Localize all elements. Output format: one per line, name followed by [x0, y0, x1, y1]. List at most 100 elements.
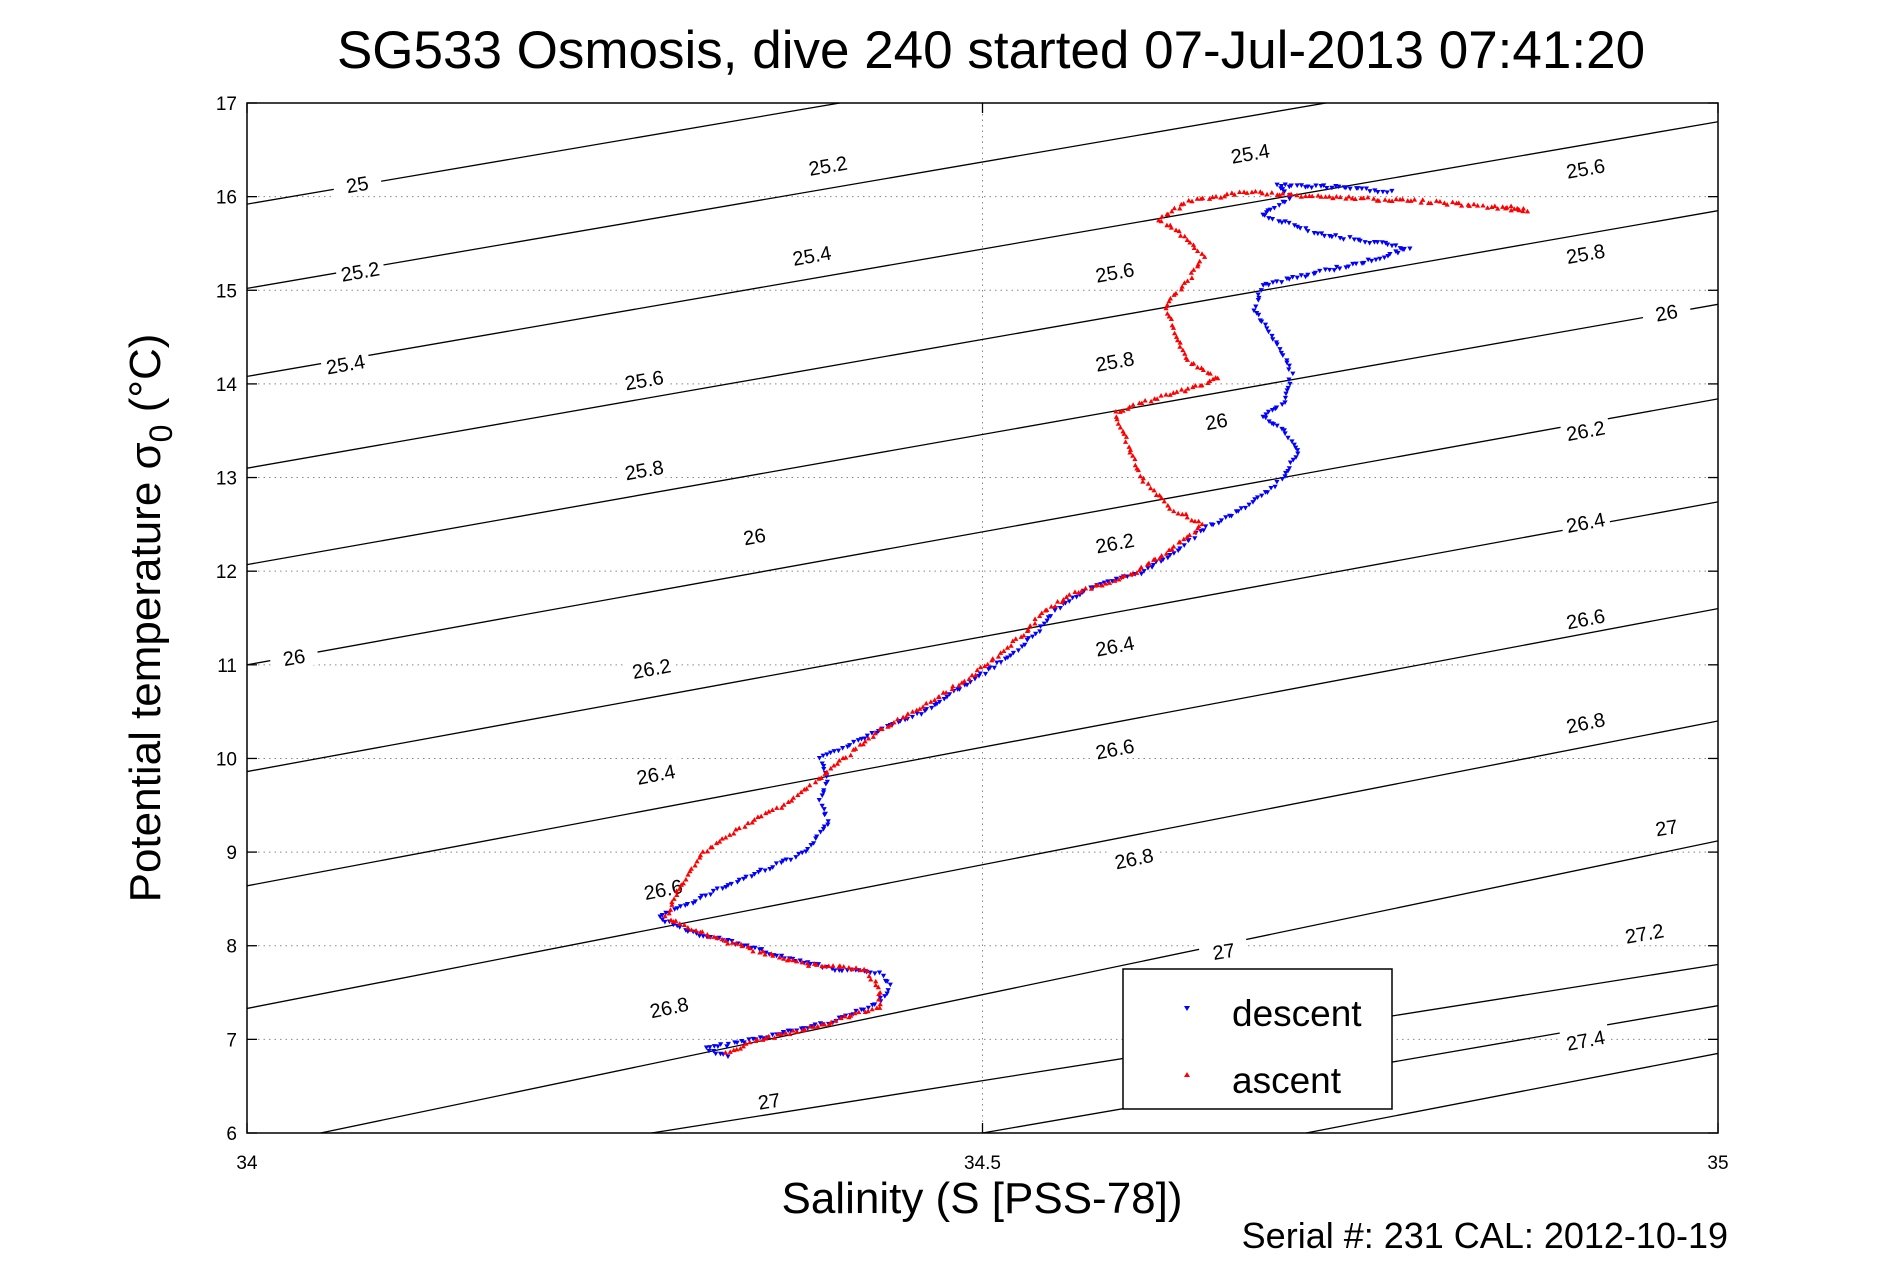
ascent-point: [1264, 191, 1270, 197]
descent-point: [1008, 653, 1014, 659]
ascent-point: [1013, 636, 1019, 641]
descent-point: [1285, 435, 1291, 441]
descent-point: [1274, 279, 1280, 284]
descent-point: [1223, 515, 1229, 520]
descent-point: [1383, 240, 1389, 246]
ascent-point: [1170, 325, 1177, 330]
descent-point: [751, 872, 758, 877]
ascent-point: [1184, 237, 1190, 242]
descent-point: [851, 739, 857, 745]
descent-point: [1181, 543, 1187, 548]
ascent-point: [1174, 389, 1180, 394]
descent-point: [944, 694, 950, 700]
descent-point: [1278, 350, 1284, 356]
ascent-point: [1037, 613, 1043, 618]
descent-point: [1317, 268, 1323, 274]
descent-point: [1282, 395, 1289, 401]
ascent-point: [1343, 195, 1349, 201]
contour-label-bg: [319, 347, 372, 380]
descent-point: [1269, 421, 1275, 426]
descent-point: [1044, 618, 1050, 624]
descent-point: [1171, 551, 1177, 556]
ascent-point: [891, 719, 897, 725]
ascent-point: [1167, 295, 1174, 301]
ascent-point: [1099, 582, 1105, 588]
ascent-point: [680, 880, 686, 886]
descent-point: [1329, 185, 1335, 191]
ascent-point: [1132, 462, 1138, 468]
y-tick-label: 16: [216, 188, 237, 209]
descent-point: [1282, 400, 1288, 406]
ascent-point: [1152, 556, 1158, 562]
descent-point: [1272, 484, 1278, 490]
descent-point: [1264, 490, 1271, 495]
ascent-point: [1456, 200, 1462, 205]
ascent-point: [1159, 214, 1165, 219]
ascent-point: [1052, 603, 1058, 609]
contour-line-25.2: [247, 103, 1330, 290]
descent-point: [1322, 267, 1329, 273]
descent-point: [1167, 553, 1173, 558]
y-axis-label-subscript: 0: [143, 425, 179, 443]
ascent-point: [1199, 251, 1205, 256]
ascent-point: [723, 834, 729, 840]
ascent-point: [1132, 456, 1138, 462]
ascent-point: [1173, 290, 1179, 296]
contour-label-bg: [785, 238, 838, 271]
descent-point: [816, 798, 822, 803]
descent-point: [1265, 409, 1272, 415]
ascent-point: [1229, 190, 1235, 195]
descent-point: [817, 829, 824, 835]
ascent-point: [1082, 585, 1089, 591]
ascent-point: [861, 966, 867, 972]
ascent-point: [704, 848, 710, 854]
ascent-point: [862, 738, 868, 744]
ascent-point: [1039, 610, 1045, 616]
ascent-point: [1151, 487, 1157, 493]
ascent-point: [798, 789, 804, 795]
ascent-point: [917, 706, 923, 711]
descent-point: [736, 877, 742, 883]
ascent-point: [688, 866, 694, 871]
descent-point: [876, 970, 883, 976]
descent-point: [783, 857, 789, 863]
descent-point: [825, 819, 831, 824]
ascent-point: [852, 1010, 858, 1016]
descent-point: [710, 1048, 717, 1054]
descent-point: [882, 994, 888, 999]
ascent-point: [1127, 447, 1134, 452]
ascent-point: [1315, 192, 1321, 198]
descent-point: [1321, 233, 1327, 239]
descent-point: [1286, 220, 1292, 226]
ascent-point: [1004, 645, 1011, 650]
contour-label-bg: [1559, 413, 1612, 446]
ascent-point: [1371, 196, 1377, 201]
descent-point: [1274, 423, 1280, 429]
descent-point: [1311, 230, 1317, 236]
contour-label-bg: [1640, 811, 1692, 843]
ascent-point: [818, 775, 824, 781]
ascent-point: [790, 1028, 796, 1033]
descent-point: [674, 906, 680, 911]
descent-point: [847, 743, 853, 748]
descent-point: [703, 1045, 710, 1051]
ascent-point: [1164, 311, 1171, 316]
ascent-point: [1171, 205, 1177, 211]
descent-point: [1255, 292, 1261, 298]
ascent-point: [669, 902, 675, 907]
descent-point: [659, 917, 666, 923]
ascent-point: [828, 1019, 834, 1025]
descent-point: [725, 1041, 731, 1047]
ascent-point: [1183, 355, 1189, 360]
y-tick-label: 17: [216, 94, 237, 115]
descent-point: [707, 1045, 713, 1050]
ascent-point: [716, 839, 723, 844]
ascent-point: [1044, 607, 1050, 612]
ascent-point: [727, 832, 733, 837]
ascent-point: [1164, 302, 1170, 308]
ascent-point: [1154, 396, 1160, 401]
ascent-point: [1130, 402, 1136, 407]
ascent-point: [751, 817, 758, 822]
ascent-point: [662, 913, 668, 919]
ascent-point: [1173, 227, 1179, 233]
